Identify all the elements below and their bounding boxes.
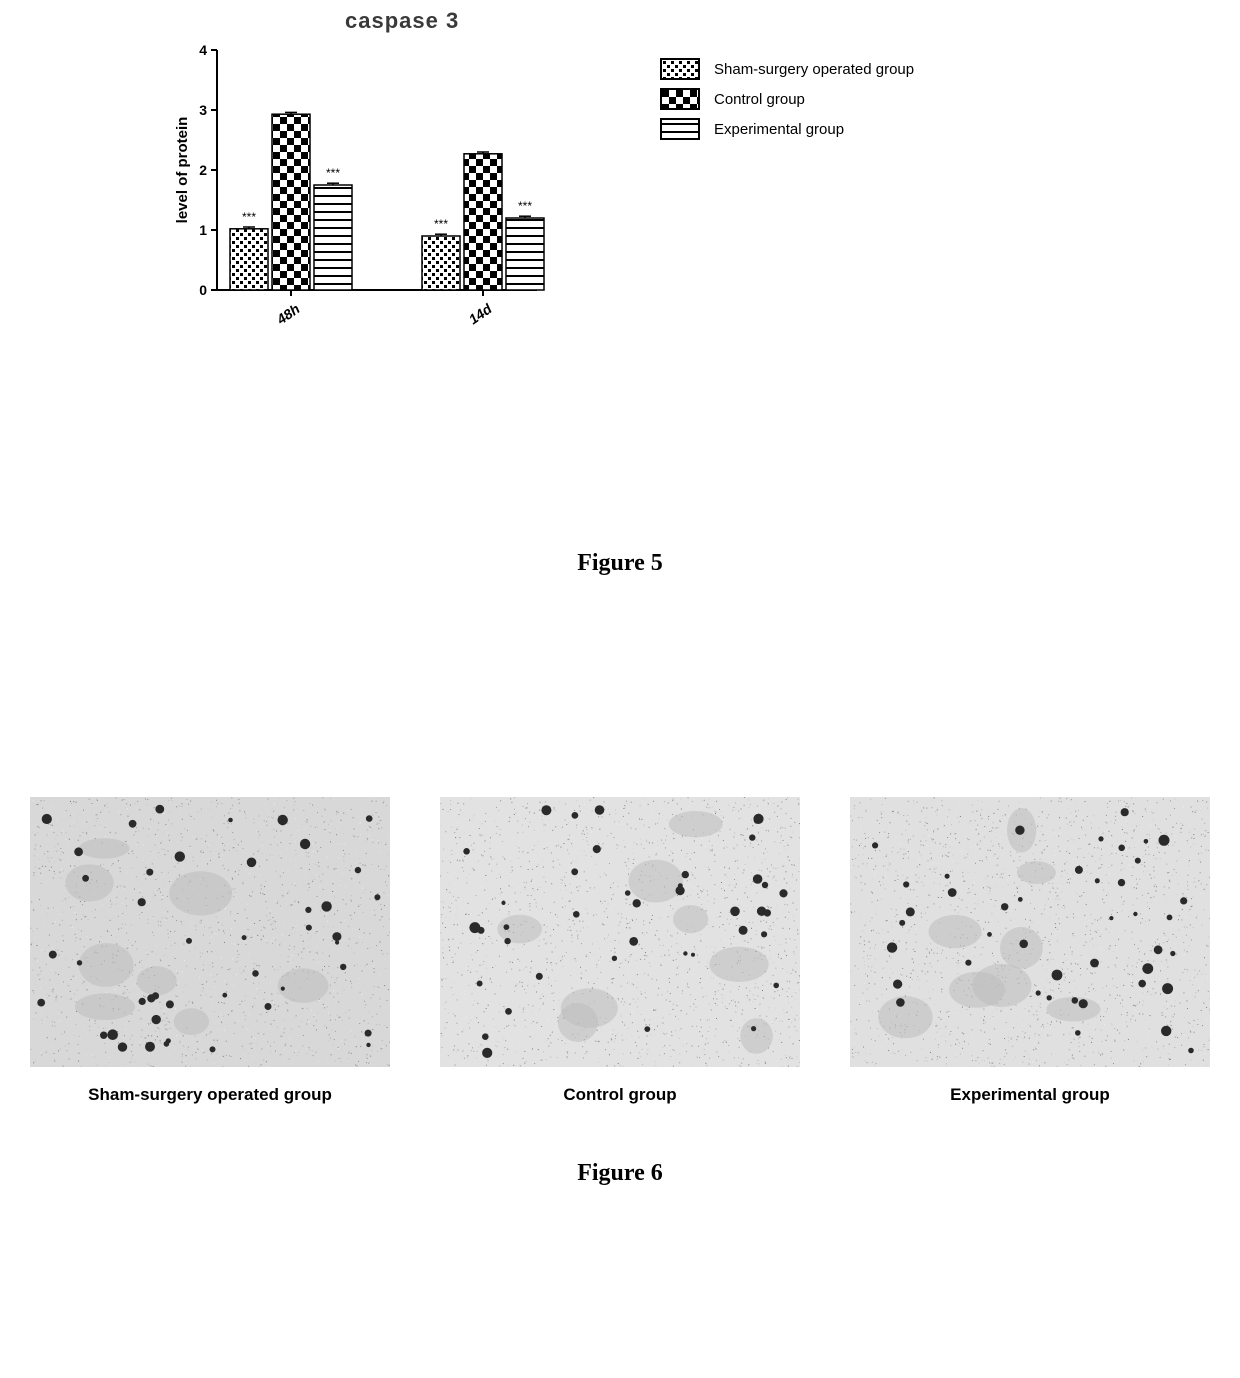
legend-label: Experimental group (714, 121, 844, 138)
micrograph-row: Sham-surgery operated group Control group… (0, 797, 1240, 1105)
micrograph-panel: Control group (440, 797, 800, 1105)
micrograph-image (440, 797, 800, 1067)
micrograph-image (850, 797, 1210, 1067)
page: caspase 3 (0, 0, 1240, 1187)
legend-swatch-icon (660, 88, 700, 110)
micrograph-label: Experimental group (950, 1085, 1110, 1105)
figure-5: caspase 3 (0, 0, 1240, 520)
svg-text:0: 0 (199, 282, 207, 298)
figure-6-caption: Figure 6 (0, 1160, 1240, 1187)
svg-text:level of protein: level of protein (175, 117, 191, 224)
svg-text:48h: 48h (273, 300, 303, 328)
svg-text:4: 4 (199, 42, 207, 58)
micrograph-panel: Experimental group (850, 797, 1210, 1105)
figure-6: Sham-surgery operated group Control group… (0, 797, 1240, 1187)
legend-label: Sham-surgery operated group (714, 61, 914, 78)
svg-text:***: *** (434, 217, 448, 231)
svg-text:***: *** (242, 210, 256, 224)
legend-swatch-icon (660, 118, 700, 140)
legend-item: Control group (660, 88, 914, 110)
legend-item: Sham-surgery operated group (660, 58, 914, 80)
legend-item: Experimental group (660, 118, 914, 140)
micrograph-image (30, 797, 390, 1067)
svg-text:2: 2 (199, 162, 207, 178)
micrograph-label: Sham-surgery operated group (88, 1085, 332, 1105)
figure-5-caption: Figure 5 (0, 550, 1240, 577)
chart-legend: Sham-surgery operated group Control grou… (660, 58, 914, 148)
micrograph-panel: Sham-surgery operated group (30, 797, 390, 1105)
svg-text:3: 3 (199, 102, 207, 118)
svg-text:1: 1 (199, 222, 207, 238)
svg-text:***: *** (518, 199, 532, 213)
svg-text:14d: 14d (466, 300, 495, 327)
micrograph-label: Control group (563, 1085, 676, 1105)
legend-label: Control group (714, 91, 805, 108)
chart-title: caspase 3 (345, 8, 459, 34)
legend-swatch-icon (660, 58, 700, 80)
bar-chart-svg: 0 1 2 3 4 level of protein *** *** 48h *** *** 14d (175, 40, 595, 360)
svg-text:***: *** (326, 166, 340, 180)
